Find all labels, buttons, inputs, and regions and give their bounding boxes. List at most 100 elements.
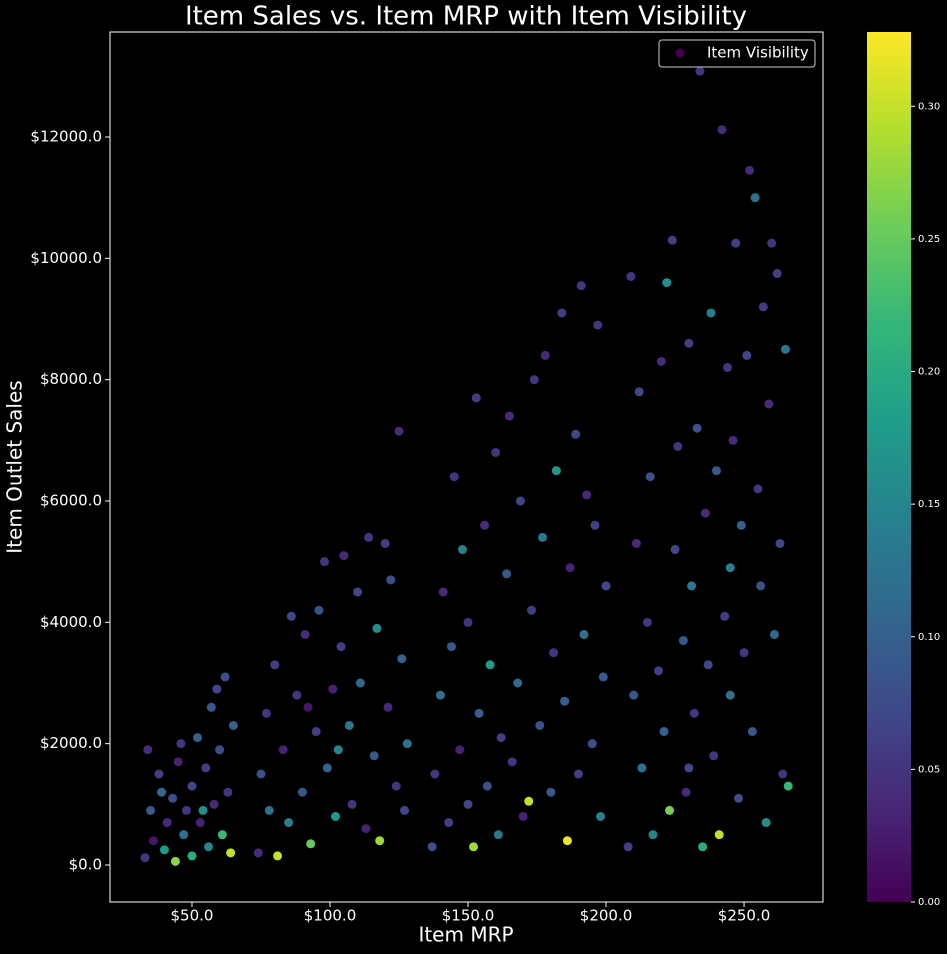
point bbox=[140, 853, 150, 863]
point bbox=[463, 617, 473, 627]
point bbox=[703, 660, 713, 670]
point bbox=[573, 769, 583, 779]
point bbox=[687, 581, 697, 591]
point bbox=[565, 563, 575, 573]
point bbox=[538, 532, 548, 542]
point bbox=[430, 769, 440, 779]
point bbox=[471, 393, 481, 403]
point bbox=[491, 447, 501, 457]
point bbox=[667, 235, 677, 245]
point bbox=[284, 818, 294, 828]
point bbox=[402, 739, 412, 749]
point bbox=[579, 629, 589, 639]
point bbox=[159, 845, 169, 855]
point bbox=[728, 435, 738, 445]
point bbox=[596, 811, 606, 821]
point bbox=[253, 848, 263, 858]
point bbox=[474, 708, 484, 718]
point bbox=[756, 581, 766, 591]
point bbox=[656, 356, 666, 366]
point bbox=[769, 629, 779, 639]
chart-title: Item Sales vs. Item MRP with Item Visibi… bbox=[185, 2, 747, 32]
point bbox=[753, 484, 763, 494]
point bbox=[670, 545, 680, 555]
point bbox=[706, 308, 716, 318]
y-tick-label: $2000.0 bbox=[40, 734, 102, 752]
point bbox=[427, 842, 437, 852]
point bbox=[551, 466, 561, 476]
point bbox=[601, 581, 611, 591]
point bbox=[364, 532, 374, 542]
point bbox=[400, 805, 410, 815]
point bbox=[637, 763, 647, 773]
point bbox=[220, 672, 230, 682]
point bbox=[593, 320, 603, 330]
point bbox=[256, 769, 266, 779]
point bbox=[562, 836, 572, 846]
point bbox=[339, 551, 349, 561]
point bbox=[598, 672, 608, 682]
point bbox=[300, 629, 310, 639]
point bbox=[783, 781, 793, 791]
point bbox=[463, 799, 473, 809]
x-tick-label: $150.0 bbox=[442, 907, 495, 925]
point bbox=[176, 739, 186, 749]
colorbar-tick-label: 0.10 bbox=[918, 632, 940, 643]
point bbox=[775, 538, 785, 548]
point bbox=[659, 727, 669, 737]
point bbox=[731, 238, 741, 248]
point bbox=[217, 830, 227, 840]
point bbox=[173, 757, 183, 767]
point bbox=[582, 490, 592, 500]
point bbox=[778, 769, 788, 779]
point bbox=[397, 654, 407, 664]
point bbox=[780, 344, 790, 354]
point bbox=[170, 856, 180, 866]
point bbox=[540, 350, 550, 360]
legend: Item Visibility bbox=[658, 39, 816, 68]
point bbox=[515, 496, 525, 506]
plot-frame bbox=[109, 31, 824, 903]
point bbox=[758, 302, 768, 312]
point bbox=[725, 690, 735, 700]
legend-label: Item Visibility bbox=[707, 44, 809, 62]
point bbox=[527, 605, 537, 615]
point bbox=[306, 839, 316, 849]
point bbox=[750, 193, 760, 203]
y-tick-label: $8000.0 bbox=[40, 370, 102, 388]
point bbox=[739, 648, 749, 658]
point bbox=[642, 617, 652, 627]
point bbox=[444, 818, 454, 828]
point bbox=[347, 799, 357, 809]
point bbox=[262, 708, 272, 718]
point bbox=[480, 520, 490, 530]
point bbox=[761, 818, 771, 828]
point bbox=[162, 818, 172, 828]
point bbox=[695, 66, 705, 76]
point bbox=[187, 851, 197, 861]
point bbox=[747, 727, 757, 737]
point bbox=[662, 278, 672, 288]
colorbar-tick-label: 0.30 bbox=[918, 101, 940, 112]
point bbox=[193, 733, 203, 743]
point bbox=[576, 281, 586, 291]
point bbox=[535, 720, 545, 730]
point bbox=[469, 842, 479, 852]
point bbox=[549, 648, 559, 658]
point bbox=[168, 793, 178, 803]
point bbox=[764, 399, 774, 409]
point bbox=[507, 757, 517, 767]
point bbox=[546, 787, 556, 797]
colorbar-tick-label: 0.20 bbox=[918, 367, 940, 378]
point bbox=[557, 308, 567, 318]
point bbox=[587, 739, 597, 749]
point bbox=[455, 745, 465, 755]
x-tick-label: $50.0 bbox=[171, 907, 214, 925]
point bbox=[438, 587, 448, 597]
point bbox=[681, 787, 691, 797]
points bbox=[140, 66, 793, 866]
point bbox=[435, 690, 445, 700]
point bbox=[328, 684, 338, 694]
point bbox=[590, 520, 600, 530]
point bbox=[446, 642, 456, 652]
